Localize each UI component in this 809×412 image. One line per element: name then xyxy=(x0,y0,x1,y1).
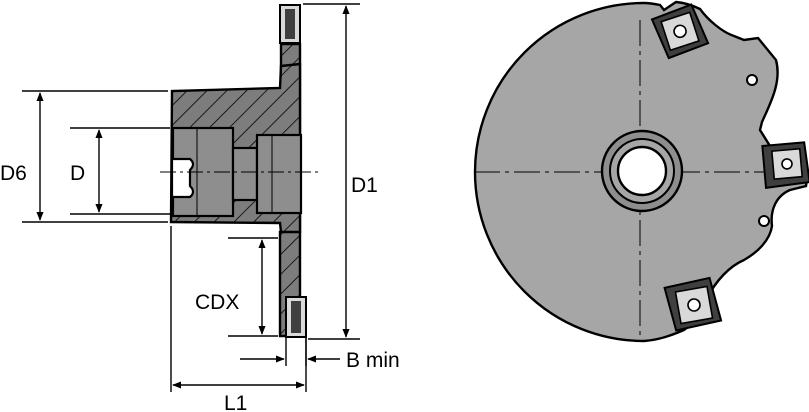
label-cdx: CDX xyxy=(195,291,239,314)
bore-middle xyxy=(231,146,259,202)
coolant-hole-bottom xyxy=(758,215,770,227)
dim-cdx xyxy=(228,237,278,337)
label-l1: L1 xyxy=(224,392,247,412)
dim-d xyxy=(70,127,170,215)
dim-d1 xyxy=(303,3,360,340)
side-section-view: D6 D D1 CDX B min xyxy=(0,3,400,412)
dim-l1 xyxy=(170,226,307,392)
cutting-insert-icon xyxy=(650,3,710,60)
key-slot xyxy=(170,157,195,199)
label-d: D xyxy=(70,162,85,185)
insert-screw-icon xyxy=(673,24,687,39)
dim-d6 xyxy=(22,90,168,223)
bottom-insert xyxy=(285,296,307,338)
insert-screw-icon xyxy=(687,298,701,312)
dim-b-min xyxy=(240,338,340,366)
insert-screw-icon xyxy=(781,158,793,170)
cutting-insert-icon xyxy=(663,276,723,332)
label-d6: D6 xyxy=(0,162,27,185)
cutting-insert-icon xyxy=(761,141,809,189)
label-b-min: B min xyxy=(346,349,400,372)
bore-counterbore xyxy=(255,133,303,215)
coolant-hole-top xyxy=(746,74,758,86)
front-view xyxy=(473,0,809,343)
label-d1: D1 xyxy=(351,174,378,197)
bore-hole xyxy=(616,145,668,197)
top-insert xyxy=(279,4,301,44)
